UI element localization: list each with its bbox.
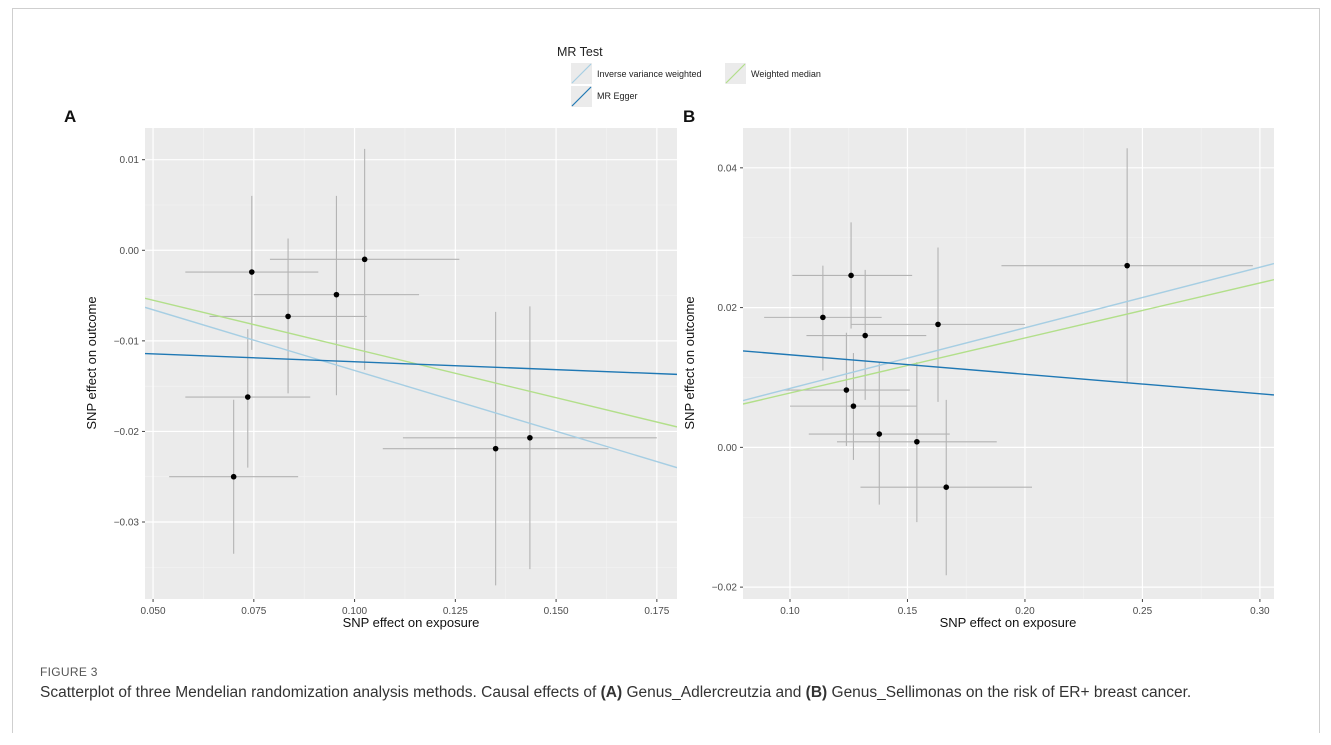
data-point [527, 434, 533, 441]
data-point [1124, 262, 1130, 269]
data-point [943, 484, 950, 490]
panel-a-grid [145, 128, 677, 599]
figure-svg: MR Test Inverse variance weighted Weight… [64, 45, 1274, 630]
y-tick-label: 0.04 [718, 163, 738, 174]
x-tick-label: 0.20 [1015, 606, 1035, 617]
data-point [876, 431, 883, 437]
panel-b-ylabel: SNP effect on outcome [682, 296, 697, 429]
panel-b-xlabel: SNP effect on exposure [940, 615, 1077, 630]
fit-line [145, 352, 677, 376]
panel-b-ticks: 0.10 0.15 0.20 0.25 0.30 −0.02 0.00 0.02 0.04 [712, 163, 1270, 617]
data-point [935, 321, 941, 328]
panel-b-grid [743, 128, 1274, 599]
fit-line [743, 278, 1274, 405]
x-tick-label: 0.25 [1133, 606, 1153, 617]
caption-ref-b: (B) [805, 684, 828, 701]
y-tick-label: −0.01 [114, 336, 140, 347]
legend-label-egger: MR Egger [597, 91, 638, 101]
y-tick-label: 0.00 [120, 246, 140, 257]
x-tick-label: 0.050 [141, 606, 166, 617]
fit-line [145, 306, 677, 469]
panel-a-points [230, 256, 533, 480]
panel-b: B 0.10 0.15 0.20 0.25 0.30−0.020.000.020.04 … [682, 107, 1274, 630]
panel-a-ylabel: SNP effect on outcome [84, 296, 99, 429]
legend-label-ivw: Inverse variance weighted [597, 69, 702, 79]
data-point [850, 403, 857, 409]
data-point [333, 291, 340, 298]
figure-caption: Scatterplot of three Mendelian randomiza… [40, 682, 1280, 703]
panel-b-points [820, 262, 1130, 490]
data-point [249, 269, 255, 275]
x-tick-label: 0.075 [241, 606, 266, 617]
data-point [244, 394, 251, 400]
y-tick-label: −0.03 [114, 518, 140, 529]
x-tick-label: 0.30 [1250, 606, 1270, 617]
y-tick-label: −0.02 [114, 427, 140, 438]
panel-a-fit-lines [145, 297, 677, 469]
data-point [361, 256, 368, 263]
caption-text-a: Genus_Adlercreutzia and [622, 684, 806, 701]
data-point [848, 272, 854, 279]
legend-label-wm: Weighted median [751, 69, 821, 79]
caption-text-b: Genus_Sellimonas on the risk of ER+ brea… [827, 684, 1192, 701]
data-point [862, 332, 868, 339]
data-point [820, 314, 826, 321]
data-point [285, 313, 291, 320]
panel-b-fit-lines [743, 262, 1274, 405]
fit-line [145, 297, 677, 428]
x-tick-label: 0.125 [443, 606, 468, 617]
x-tick-label: 0.15 [898, 606, 918, 617]
y-tick-label: 0.02 [718, 303, 738, 314]
legend-title: MR Test [557, 45, 603, 59]
panel-a: A 0.050 0.075 0.100 0.125 0.150 0.175 −0.03 −0.… [64, 107, 677, 630]
data-point [914, 438, 920, 445]
x-tick-label: 0.10 [780, 606, 800, 617]
x-tick-label: 0.100 [342, 606, 367, 617]
fit-line [743, 350, 1274, 396]
x-tick-label: 0.175 [644, 606, 669, 617]
caption-text-start: Scatterplot of three Mendelian randomiza… [40, 684, 601, 701]
panel-a-xlabel: SNP effect on exposure [343, 615, 480, 630]
data-point [230, 473, 237, 480]
figure-frame [12, 8, 1320, 733]
legend: MR Test Inverse variance weighted Weight… [557, 45, 821, 107]
legend-key-ivw [571, 63, 592, 84]
y-tick-label: 0.01 [120, 155, 140, 166]
panel-b-plot-bg [743, 128, 1274, 599]
legend-key-wm [725, 63, 746, 84]
panel-b-letter: B [683, 107, 695, 126]
figure-label: FIGURE 3 [40, 665, 98, 679]
data-point [843, 387, 850, 393]
y-tick-label: 0.00 [718, 443, 738, 454]
caption-ref-a: (A) [600, 684, 623, 701]
y-tick-label: −0.02 [712, 583, 738, 594]
panel-a-ticks: 0.050 0.075 0.100 0.125 0.150 0.175 −0.03 −0.02… [114, 155, 670, 617]
x-tick-label: 0.150 [544, 606, 569, 617]
data-point [492, 445, 499, 452]
fit-line [743, 262, 1274, 402]
panel-a-letter: A [64, 107, 76, 126]
legend-key-egger [571, 86, 592, 107]
